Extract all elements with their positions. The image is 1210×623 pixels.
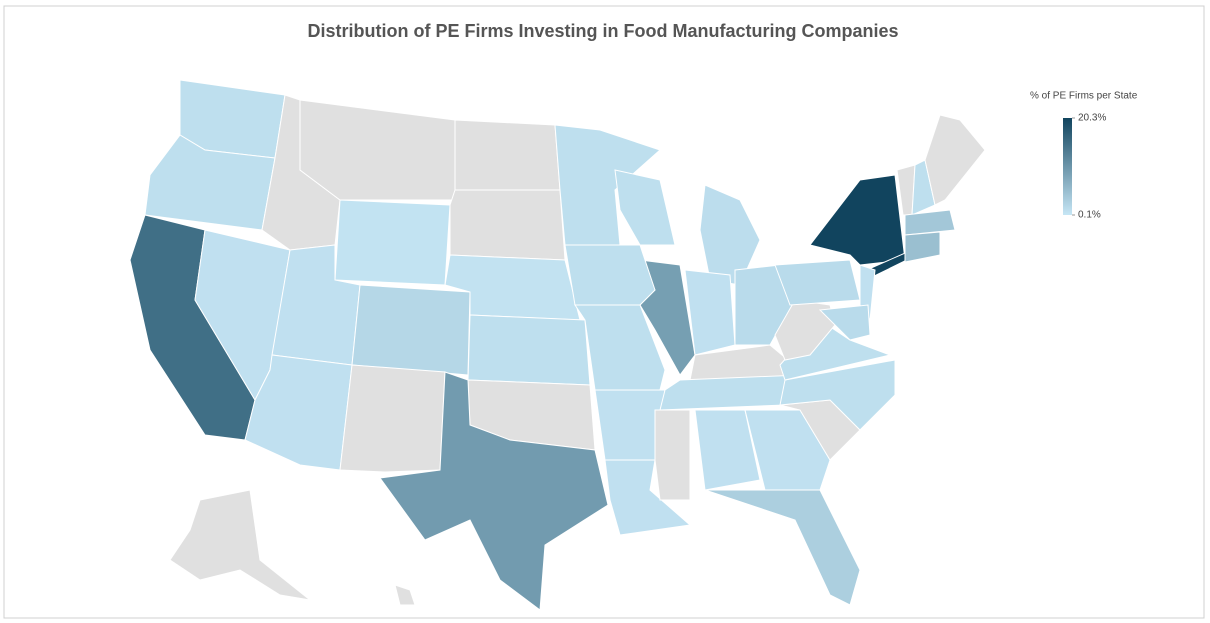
state (564, 244, 656, 306)
state (659, 374, 801, 411)
state (904, 209, 956, 236)
legend-bar (1063, 118, 1072, 215)
state (379, 371, 609, 611)
state (774, 299, 836, 361)
state (924, 114, 986, 206)
state (774, 259, 861, 306)
state (904, 231, 941, 263)
state (554, 124, 661, 246)
state (654, 409, 691, 501)
state (449, 189, 566, 261)
chart-title: Distribution of PE Firms Investing in Fo… (307, 21, 898, 41)
state (694, 409, 761, 491)
state (744, 409, 831, 491)
state (779, 359, 896, 431)
state (454, 119, 561, 191)
state (339, 364, 446, 473)
legend-label: 0.1% (1078, 210, 1101, 221)
state (467, 314, 591, 386)
state (299, 99, 456, 201)
state (614, 169, 676, 246)
legend-title: % of PE Firms per State (1030, 91, 1138, 102)
state (394, 584, 416, 606)
state (351, 284, 471, 376)
legend-label: 20.3% (1078, 113, 1106, 124)
state (704, 489, 861, 606)
state (334, 199, 451, 286)
state (818, 304, 871, 341)
state (169, 489, 312, 601)
